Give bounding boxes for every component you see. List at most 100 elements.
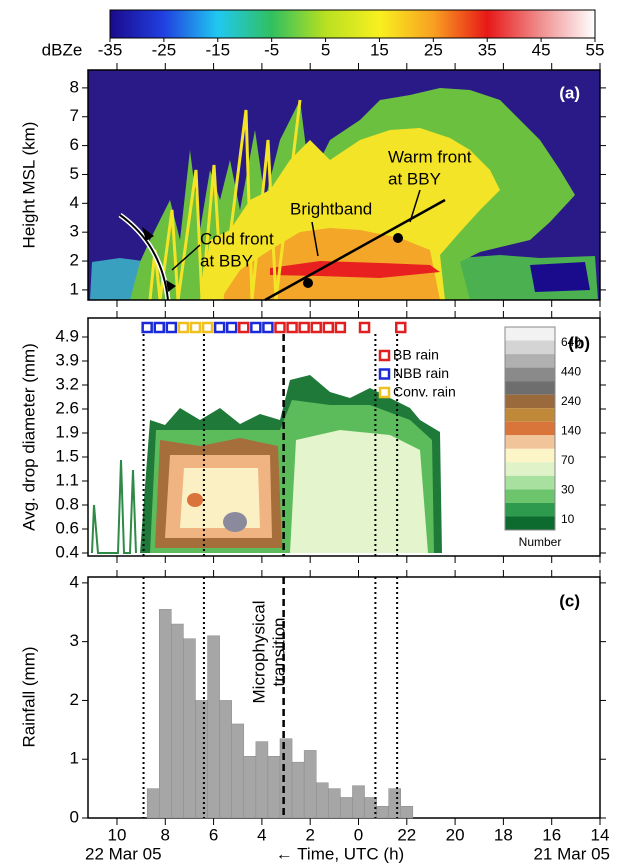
legend-swatch (378, 386, 391, 399)
y-axis-label: Rainfall (mm) (19, 646, 38, 747)
x-tick-label: 8 (161, 825, 170, 844)
bar (146, 788, 160, 819)
y-tick-label: 3.9 (55, 350, 79, 369)
y-tick-label: 1.5 (55, 446, 79, 465)
legend-label: NBB rain (393, 365, 449, 381)
count-colorbar-cell (505, 435, 555, 449)
count-colorbar-cell (505, 394, 555, 409)
rain-type-marker (395, 321, 407, 334)
bar (279, 738, 293, 819)
rain-type-marker (238, 321, 250, 334)
x-axis-label: ← Time, UTC (h) (276, 844, 404, 863)
date-label: 21 Mar 05 (533, 844, 610, 863)
colorbar (109, 9, 596, 39)
x-tick-label: 6 (209, 825, 218, 844)
y-tick-label: 1 (70, 279, 79, 298)
x-tick-label: 0 (354, 825, 363, 844)
y-tick-label: 1.9 (55, 422, 79, 441)
bar (291, 761, 305, 819)
radar-image (88, 70, 600, 301)
x-tick-label: 22 (397, 825, 416, 844)
rain-type-marker (334, 321, 347, 334)
bar (255, 741, 269, 819)
x-tick-label: 4 (257, 825, 266, 844)
count-colorbar-frame (504, 326, 556, 531)
y-tick-label: 4.9 (55, 326, 79, 345)
bar (376, 805, 389, 819)
annotation: Warm front (388, 147, 472, 166)
bar (243, 756, 257, 819)
x-tick-label: 18 (494, 825, 513, 844)
rain-type-marker (165, 321, 178, 334)
panel-label: (c) (559, 591, 580, 610)
rain-type-marker (322, 321, 335, 334)
y-tick-label: 2.6 (55, 398, 79, 417)
count-colorbar-tick-label: 10 (561, 512, 575, 526)
y-tick-label: 4 (70, 193, 79, 212)
bar (219, 700, 232, 819)
colorbar-tick-label: 15 (370, 40, 389, 59)
y-tick-label: 2 (70, 690, 79, 709)
count-colorbar-label: Number (519, 535, 562, 549)
bar (352, 785, 365, 819)
dsd-image (91, 375, 442, 554)
count-colorbar-cell (505, 367, 555, 382)
bar (267, 756, 281, 819)
count-colorbar-cell (505, 421, 555, 436)
annotation: Microphysical (249, 601, 268, 704)
y-tick-label: 0 (70, 807, 79, 826)
y-tick-label: 8 (70, 77, 79, 96)
rain-type-marker (286, 321, 298, 334)
rain-type-marker (310, 321, 322, 334)
colorbar-tick-label: -5 (264, 40, 279, 59)
count-colorbar-cell (505, 448, 555, 463)
bar (183, 638, 196, 819)
y-tick-label: 3 (70, 222, 79, 241)
y-tick-label: 4 (70, 572, 79, 591)
front-markings (118, 189, 446, 302)
bar (207, 635, 220, 819)
bar (315, 782, 329, 819)
colorbar-tick-label: 35 (478, 40, 497, 59)
panel-frame (87, 69, 601, 301)
count-colorbar-cell (505, 340, 555, 355)
bar (328, 788, 341, 819)
y-tick-label: 3.2 (55, 374, 79, 393)
date-label: 22 Mar 05 (85, 844, 162, 863)
annotation: transition (269, 618, 288, 687)
y-tick-label: 1.1 (55, 470, 79, 489)
legend-swatch (378, 368, 391, 380)
bar (171, 623, 184, 819)
y-tick-label: 0.6 (55, 518, 79, 537)
bar (340, 797, 353, 819)
colorbar-tick-label: 25 (424, 40, 443, 59)
colorbar-tick-label: -15 (205, 40, 230, 59)
colorbar-tick-label: -35 (98, 40, 123, 59)
rain-type-marker (225, 321, 238, 334)
colorbar-tick-label: 5 (321, 40, 330, 59)
bar (231, 723, 245, 819)
x-tick-label: 10 (108, 825, 127, 844)
bar (195, 700, 208, 819)
y-tick-label: 0.4 (55, 542, 79, 561)
rain-type-marker (298, 321, 310, 334)
bar (303, 750, 317, 819)
count-colorbar-cell (505, 462, 555, 476)
rain-type-marker (177, 321, 190, 334)
rain-type-marker (358, 321, 371, 334)
legend-label: BB rain (393, 347, 439, 363)
count-colorbar-tick-label: 640 (561, 335, 581, 349)
rain-type-marker (250, 321, 262, 334)
y-tick-label: 7 (70, 106, 79, 125)
y-tick-label: 5 (70, 164, 79, 183)
rain-type-marker (274, 321, 286, 334)
y-axis-label: Height MSL (km) (19, 122, 38, 249)
y-tick-label: 3 (70, 631, 79, 650)
panel-frame (87, 317, 601, 557)
rain-type-marker (262, 321, 274, 334)
x-tick-label: 14 (591, 825, 610, 844)
count-colorbar-tick-label: 70 (561, 453, 575, 467)
rain-type-marker (153, 321, 165, 334)
annotation: Cold front (200, 229, 274, 248)
annotation: at BBY (388, 169, 441, 188)
